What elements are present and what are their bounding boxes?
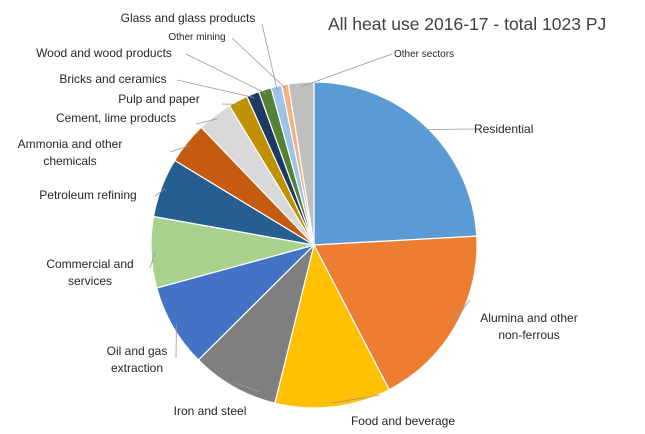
leader-line-ammonia-and-other-chemicals (169, 145, 191, 153)
slice-label-cement-lime-products: Cement, lime products (56, 111, 176, 125)
slice-labels: Residential Alumina and other non-ferrous F… (18, 11, 578, 428)
slice-label-bricks-and-ceramics: Bricks and ceramics (59, 72, 166, 86)
leader-line-petroleum-refining (154, 188, 166, 197)
leader-line-other-sectors (301, 53, 393, 87)
leader-line-glass-and-glass-products (261, 23, 278, 91)
slice-label-wood-and-wood-products: Wood and wood products (36, 46, 172, 60)
pie-slice-alumina-and-other-non-ferrous (313, 235, 478, 391)
leader-line-iron-and-steel (235, 382, 261, 393)
chart-title: All heat use 2016-17 - total 1023 PJ (328, 14, 606, 34)
leader-line-food-and-beverage (332, 394, 381, 404)
slice-label-other-mining: Other mining (168, 32, 225, 43)
leader-line-bricks-and-ceramics (176, 79, 255, 98)
leader-line-commercial-and-services (149, 252, 156, 269)
leader-line-residential (423, 128, 477, 130)
slice-label-food-and-beverage: Food and beverage (351, 414, 455, 428)
pie-slices (150, 81, 478, 409)
slice-label-petroleum-refining: Petroleum refining (39, 188, 136, 202)
slice-label-iron-and-steel: Iron and steel (174, 404, 247, 418)
leader-line-other-mining (231, 37, 286, 89)
slice-label-commercial-and-services: Commercial and services (46, 257, 133, 288)
slice-label-residential: Residential (474, 122, 533, 136)
leader-lines (149, 23, 477, 404)
pie-slice-residential (313, 81, 478, 246)
slice-label-oil-and-gas-extraction: Oil and gas extraction (107, 344, 168, 375)
pie-slice-iron-and-steel (197, 243, 316, 404)
leader-line-alumina-and-other-non-ferrous (451, 299, 471, 325)
pie-slice-food-and-beverage (274, 243, 390, 409)
leader-line-wood-and-wood-products (185, 53, 267, 94)
slice-label-alumina-and-other-non-ferrous: Alumina and other non-ferrous (480, 311, 577, 342)
leader-line-cement-lime-products (195, 118, 218, 125)
slice-label-other-sectors: Other sectors (394, 49, 454, 60)
slice-label-pulp-and-paper: Pulp and paper (118, 92, 199, 106)
slice-label-glass-and-glass-products: Glass and glass products (121, 11, 256, 25)
slice-label-ammonia-and-other-chemicals: Ammonia and other chemicals (18, 137, 123, 168)
